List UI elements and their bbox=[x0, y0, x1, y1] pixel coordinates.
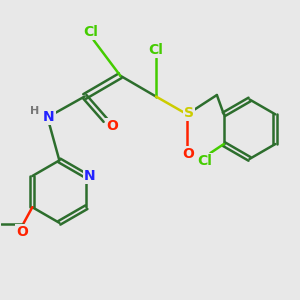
Text: N: N bbox=[84, 169, 96, 183]
Text: H: H bbox=[30, 106, 40, 116]
Text: O: O bbox=[106, 118, 118, 133]
Text: N: N bbox=[43, 110, 55, 124]
Text: O: O bbox=[183, 147, 195, 161]
Text: Cl: Cl bbox=[83, 25, 98, 39]
Text: Cl: Cl bbox=[148, 43, 164, 56]
Text: O: O bbox=[16, 225, 28, 239]
Text: Cl: Cl bbox=[198, 154, 212, 168]
Text: S: S bbox=[184, 106, 194, 120]
